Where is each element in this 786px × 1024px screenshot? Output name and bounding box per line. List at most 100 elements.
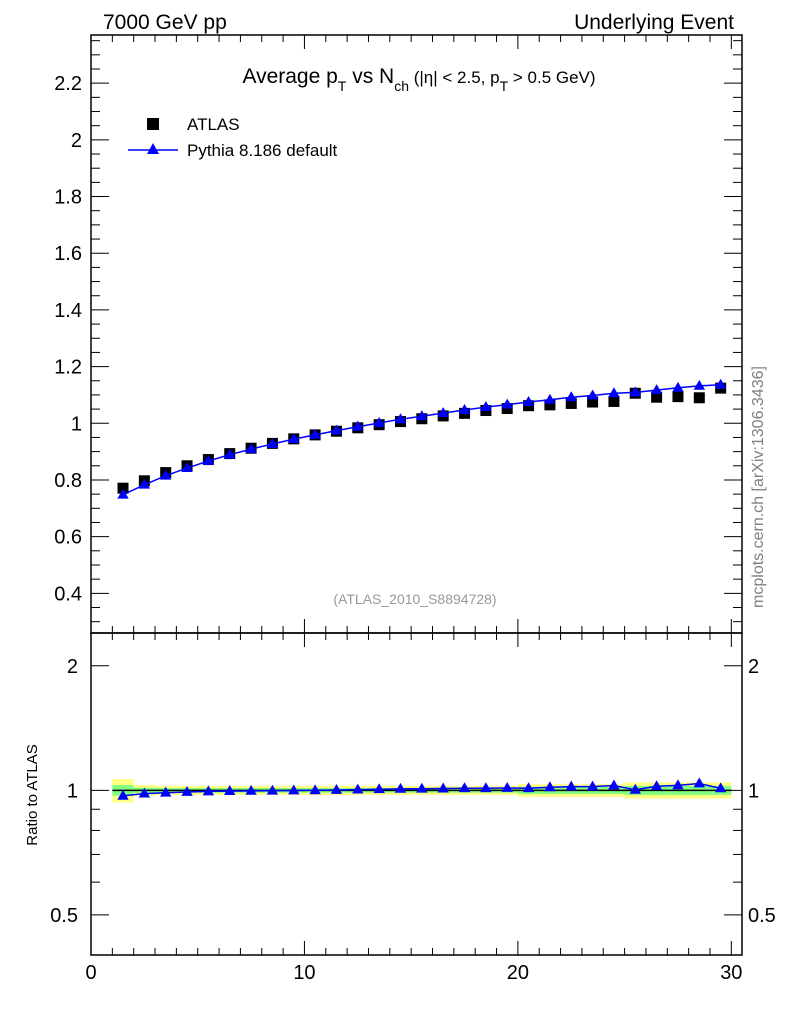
pythia-point <box>672 381 684 392</box>
ratio-point <box>544 781 556 792</box>
legend-marker-pythia <box>147 143 159 154</box>
x-tick-label: 10 <box>293 962 315 984</box>
legend: ATLAS Pythia 8.186 default <box>128 115 338 160</box>
pythia-point <box>224 448 236 459</box>
pythia-point <box>693 379 706 390</box>
ratio-point <box>586 780 599 791</box>
pythia-point <box>522 396 535 406</box>
ratio-panel: 0.5 0.5 1 1 2 2 Ratio to ATLAS <box>24 632 776 956</box>
pythia-point <box>544 393 556 404</box>
atlas-point <box>587 396 599 408</box>
y-tick-label: 1.4 <box>54 300 82 322</box>
ratio-point <box>330 783 343 794</box>
pythia-point <box>416 410 428 421</box>
ratio-point <box>650 780 663 791</box>
ratio-point <box>202 785 215 796</box>
ratio-point <box>181 785 193 796</box>
pythia-point <box>373 416 385 427</box>
pythia-point <box>458 403 471 414</box>
ratio-y-tick-label: 2 <box>67 656 78 678</box>
y-tick-label: 1.2 <box>54 357 82 379</box>
atlas-point <box>608 395 620 407</box>
ratio-y-tick-label-right: 0.5 <box>748 905 776 927</box>
ratio-point <box>437 782 449 793</box>
x-tick-labels: 0 10 20 30 <box>85 962 742 984</box>
pythia-point <box>330 424 343 435</box>
ratio-point <box>288 784 300 795</box>
ratio-point <box>138 787 151 798</box>
pythia-point <box>714 378 727 389</box>
pythia-point <box>480 401 492 412</box>
ratio-point <box>608 779 620 790</box>
ratio-point <box>480 782 492 793</box>
atlas-point <box>672 391 684 403</box>
pythia-point <box>202 454 215 465</box>
pythia-point <box>629 386 641 397</box>
atlas-point <box>565 397 577 409</box>
y-tick-label: 1.6 <box>54 243 82 265</box>
ratio-point <box>629 783 641 794</box>
ratio-point <box>394 782 407 793</box>
pythia-point <box>117 488 129 499</box>
pythia-point <box>394 413 407 424</box>
main-data-marks <box>117 378 727 499</box>
pythia-point <box>565 391 577 402</box>
pythia-point <box>437 407 449 417</box>
pythia-point <box>160 469 172 480</box>
y-tick-label: 0.8 <box>54 470 82 492</box>
ratio-point <box>693 777 706 788</box>
ratio-point <box>501 782 513 792</box>
pythia-point <box>586 389 599 400</box>
ratio-point <box>117 789 129 800</box>
pythia-point <box>288 433 300 444</box>
ratio-point <box>565 780 577 791</box>
pythia-point <box>138 478 151 489</box>
ratio-y-tick-label: 1 <box>67 780 78 802</box>
y-tick-label: 0.4 <box>54 583 82 605</box>
pythia-point <box>650 384 663 395</box>
ratio-data-marks <box>112 777 732 800</box>
atlas-point <box>693 392 705 404</box>
legend-marker-atlas <box>147 118 159 130</box>
x-tick-label: 20 <box>507 962 529 984</box>
ratio-point <box>224 785 236 795</box>
y-tick-label: 2.2 <box>54 73 82 95</box>
header-left: 7000 GeV pp <box>103 11 227 34</box>
pythia-point <box>181 462 193 472</box>
atlas-point <box>651 391 663 403</box>
chart-title: Average pT vs Nch (|η| < 2.5, pT > 0.5 G… <box>242 65 595 94</box>
ratio-point <box>352 783 364 794</box>
atlas-point <box>544 399 556 411</box>
ratio-point <box>416 782 428 793</box>
ratio-frame <box>90 632 743 956</box>
ratio-point <box>266 784 279 795</box>
source-note: mcplots.cern.ch [arXiv:1306.3436] <box>750 366 767 608</box>
y-tick-label: 1 <box>71 413 82 435</box>
main-panel: 0.4 0.6 0.8 1 1.2 1.4 1.6 1.8 2 2.2 Average pT vs… <box>54 34 743 634</box>
legend-label-atlas: ATLAS <box>187 115 240 134</box>
ratio-y-axis-label: Ratio to ATLAS <box>24 744 41 845</box>
pythia-line <box>122 383 721 496</box>
ratio-point <box>309 784 321 795</box>
pythia-point <box>309 428 321 439</box>
ratio-point <box>245 784 257 795</box>
legend-label-pythia: Pythia 8.186 default <box>187 141 338 160</box>
pythia-point <box>352 420 364 431</box>
ratio-point <box>672 779 684 790</box>
ratio-point <box>373 783 385 794</box>
y-tick-label: 1.8 <box>54 187 82 209</box>
pythia-point <box>266 437 279 448</box>
x-tick-label: 0 <box>85 962 96 984</box>
analysis-reference: (ATLAS_2010_S8894728) <box>333 591 496 607</box>
ratio-y-tick-labels: 0.5 0.5 1 1 2 2 <box>50 656 776 927</box>
ratio-axis-ticks <box>90 633 742 956</box>
y-tick-label: 0.6 <box>54 527 82 549</box>
atlas-point <box>117 482 129 494</box>
ratio-y-tick-label-right: 2 <box>748 656 759 678</box>
pythia-point <box>608 387 620 398</box>
y-tick-label: 2 <box>71 130 82 152</box>
pythia-point <box>245 443 257 453</box>
pythia-point <box>501 398 513 409</box>
ratio-y-tick-label: 0.5 <box>50 905 78 927</box>
